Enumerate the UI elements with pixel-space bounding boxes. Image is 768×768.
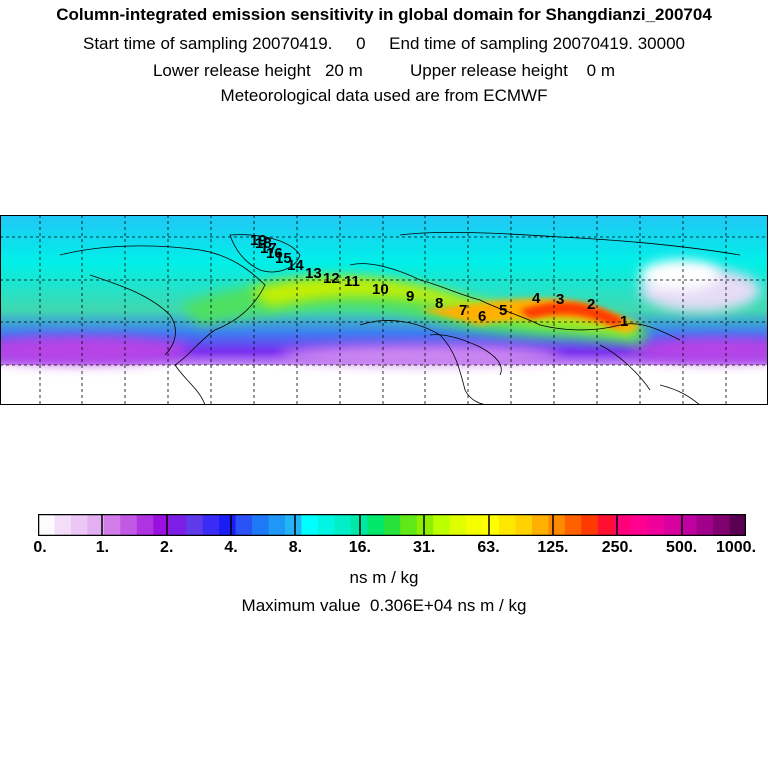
colorbar-swatch	[252, 514, 270, 536]
colorbar-swatch	[614, 514, 632, 536]
colorbar-swatch	[169, 514, 187, 536]
trajectory-label-13: 13	[305, 265, 322, 282]
trajectory-label-14: 14	[287, 257, 304, 274]
colorbar-tick-label: 4.	[224, 539, 238, 556]
colorbar-swatch	[70, 514, 88, 536]
colorbar-swatch	[729, 514, 747, 536]
colorbar-swatch	[647, 514, 665, 536]
colorbar-swatch	[219, 514, 237, 536]
trajectory-label-9: 9	[406, 288, 414, 305]
colorbar-swatch	[54, 514, 72, 536]
trajectory-label-8: 8	[435, 295, 443, 312]
colorbar-swatch	[531, 514, 549, 536]
colorbar-swatch	[284, 514, 302, 536]
colorbar-swatch	[186, 514, 204, 536]
colorbar-swatch	[581, 514, 599, 536]
trajectory-label-1: 1	[620, 313, 628, 330]
sampling-time-line: Start time of sampling 20070419. 0 End t…	[83, 34, 685, 53]
colorbar-swatch	[367, 514, 385, 536]
colorbar-swatch	[383, 514, 401, 536]
release-height-line: Lower release height 20 m Upper release …	[152, 61, 616, 80]
colorbar-swatch	[515, 514, 533, 536]
colorbar-swatch	[202, 514, 220, 536]
graticule	[0, 215, 768, 405]
colorbar-swatch	[680, 514, 698, 536]
trajectory-label-4: 4	[532, 290, 541, 307]
trajectory-label-2: 2	[587, 296, 595, 313]
colorbar-tick-label: 31.	[413, 539, 436, 556]
trajectory-label-16: 16	[266, 245, 283, 262]
colorbar-swatch	[466, 514, 484, 536]
colorbar-swatch	[696, 514, 714, 536]
colorbar-swatch	[713, 514, 731, 536]
colorbar-tick-label: 63.	[477, 539, 500, 556]
colorbar-swatch	[630, 514, 648, 536]
colorbar-swatch	[136, 514, 154, 536]
colorbar-swatch	[317, 514, 335, 536]
colorbar	[37, 513, 747, 537]
colorbar-swatch	[301, 514, 319, 536]
trajectory-label-6: 6	[478, 308, 486, 325]
trajectory-label-19: 19	[250, 232, 267, 249]
colorbar-swatch	[400, 514, 418, 536]
colorbar-tick-label: 125.	[537, 539, 569, 556]
colorbar-swatch	[268, 514, 286, 536]
colorbar-swatch	[433, 514, 451, 536]
colorbar-swatch	[153, 514, 171, 536]
colorbar-swatch	[416, 514, 434, 536]
colorbar-swatch	[235, 514, 253, 536]
colorbar-swatch	[499, 514, 516, 536]
maximum-value-text: Maximum value 0.306E+04 ns m / kg	[241, 596, 527, 615]
colorbar-swatch	[87, 514, 105, 536]
trajectory-label-5: 5	[499, 302, 507, 319]
colorbar-swatch	[597, 514, 615, 536]
colorbar-swatch	[548, 514, 566, 536]
meteorological-data-line: Meteorological data used are from ECMWF	[220, 86, 548, 105]
colorbar-swatch	[334, 514, 352, 536]
colorbar-tick-label: 16.	[348, 539, 371, 556]
colorbar-unit: ns m / kg	[349, 568, 419, 587]
colorbar-swatch	[38, 514, 55, 536]
colorbar-tick-label: 500.	[666, 539, 698, 556]
colorbar-tick-label: 2.	[160, 539, 174, 556]
trajectory-label-10: 10	[372, 281, 389, 298]
colorbar-swatch	[103, 514, 121, 536]
colorbar-swatch	[120, 514, 138, 536]
colorbar-tick-label: 250.	[601, 539, 633, 556]
colorbar-swatch	[449, 514, 467, 536]
colorbar-tick-label: 0.	[33, 539, 47, 556]
colorbar-tick-label: 1.	[95, 539, 110, 556]
trajectory-label-15: 15	[275, 250, 292, 267]
colorbar-tick-label: 1000.	[715, 539, 757, 556]
trajectory-label-17: 17	[260, 240, 277, 257]
trajectory-label-18: 18	[255, 235, 272, 252]
trajectory-label-7: 7	[459, 302, 467, 319]
map-title: Column-integrated emission sensitivity i…	[56, 5, 712, 24]
trajectory-label-3: 3	[556, 291, 564, 308]
colorbar-swatch	[564, 514, 582, 536]
trajectory-label-12: 12	[323, 270, 340, 287]
trajectory-label-11: 11	[344, 273, 360, 290]
colorbar-tick-label: 8.	[288, 539, 303, 556]
colorbar-swatch	[663, 514, 681, 536]
colorbar-swatch	[482, 514, 500, 536]
